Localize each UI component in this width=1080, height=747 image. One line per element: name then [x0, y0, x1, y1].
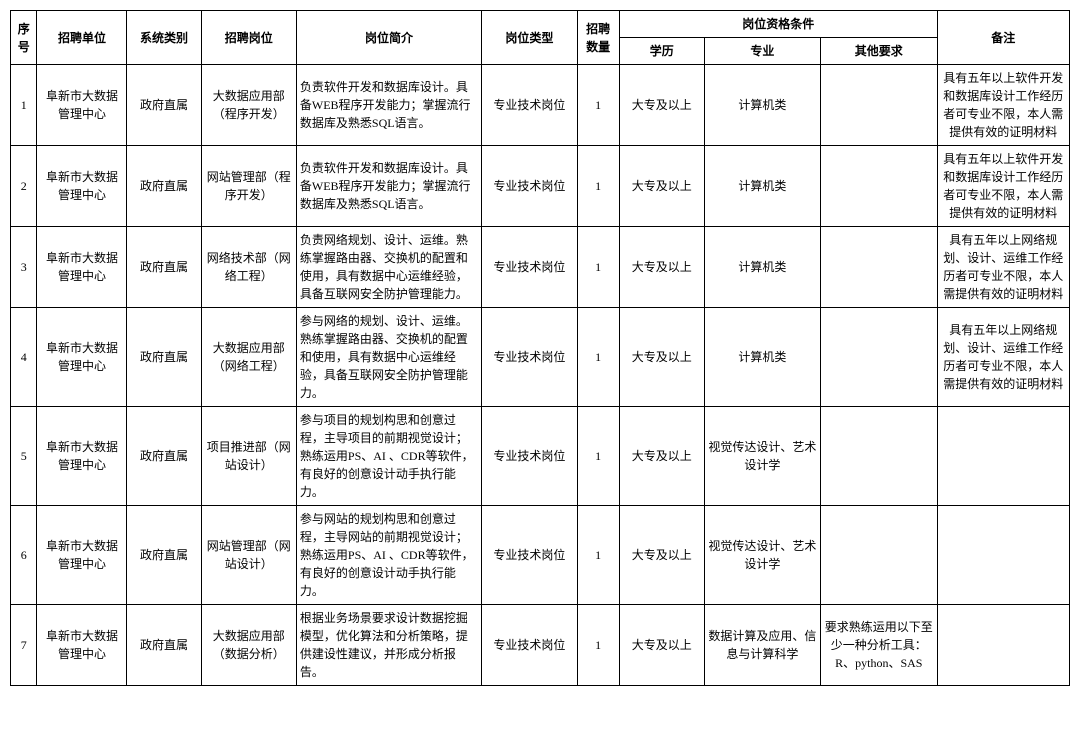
cell-other — [821, 227, 937, 308]
cell-desc: 参与网络的规划、设计、运维。熟练掌握路由器、交换机的配置和使用，具有数据中心运维… — [296, 308, 481, 407]
cell-education: 大专及以上 — [619, 308, 704, 407]
table-row: 7阜新市大数据管理中心政府直属大数据应用部（数据分析）根据业务场景要求设计数据挖… — [11, 605, 1070, 686]
cell-desc: 负责软件开发和数据库设计。具备WEB程序开发能力；掌握流行数据库及熟悉SQL语言… — [296, 146, 481, 227]
cell-other — [821, 146, 937, 227]
cell-desc: 参与网站的规划构思和创意过程，主导网站的前期视觉设计；熟练运用PS、AI 、CD… — [296, 506, 481, 605]
header-number: 招聘数量 — [577, 11, 619, 65]
cell-remark — [937, 407, 1069, 506]
cell-number: 1 — [577, 506, 619, 605]
cell-desc: 参与项目的规划构思和创意过程，主导项目的前期视觉设计；熟练运用PS、AI 、CD… — [296, 407, 481, 506]
cell-remark: 具有五年以上网络规划、设计、运维工作经历者可专业不限，本人需提供有效的证明材料 — [937, 227, 1069, 308]
cell-desc: 根据业务场景要求设计数据挖掘模型，优化算法和分析策略，提供建设性建议，并形成分析… — [296, 605, 481, 686]
header-other: 其他要求 — [821, 38, 937, 65]
cell-major: 计算机类 — [704, 65, 820, 146]
cell-type: 专业技术岗位 — [482, 146, 577, 227]
table-header: 序号 招聘单位 系统类别 招聘岗位 岗位简介 岗位类型 招聘数量 岗位资格条件 … — [11, 11, 1070, 65]
cell-number: 1 — [577, 407, 619, 506]
header-type: 岗位类型 — [482, 11, 577, 65]
cell-number: 1 — [577, 146, 619, 227]
table-row: 3阜新市大数据管理中心政府直属网络技术部（网络工程）负责网络规划、设计、运维。熟… — [11, 227, 1070, 308]
table-row: 1阜新市大数据管理中心政府直属大数据应用部（程序开发）负责软件开发和数据库设计。… — [11, 65, 1070, 146]
cell-education: 大专及以上 — [619, 506, 704, 605]
cell-type: 专业技术岗位 — [482, 605, 577, 686]
header-major: 专业 — [704, 38, 820, 65]
header-seq: 序号 — [11, 11, 37, 65]
cell-number: 1 — [577, 605, 619, 686]
table-row: 2阜新市大数据管理中心政府直属网站管理部（程序开发）负责软件开发和数据库设计。具… — [11, 146, 1070, 227]
cell-unit: 阜新市大数据管理中心 — [37, 407, 127, 506]
cell-other — [821, 65, 937, 146]
cell-remark: 具有五年以上软件开发和数据库设计工作经历者可专业不限，本人需提供有效的证明材料 — [937, 65, 1069, 146]
cell-post: 网站管理部（程序开发） — [201, 146, 296, 227]
header-desc: 岗位简介 — [296, 11, 481, 65]
cell-unit: 阜新市大数据管理中心 — [37, 605, 127, 686]
cell-number: 1 — [577, 227, 619, 308]
cell-major: 计算机类 — [704, 308, 820, 407]
header-qualification-group: 岗位资格条件 — [619, 11, 937, 38]
cell-other — [821, 407, 937, 506]
cell-seq: 1 — [11, 65, 37, 146]
cell-system: 政府直属 — [127, 506, 201, 605]
cell-major: 视觉传达设计、艺术设计学 — [704, 407, 820, 506]
cell-education: 大专及以上 — [619, 146, 704, 227]
cell-post: 大数据应用部（数据分析） — [201, 605, 296, 686]
cell-number: 1 — [577, 65, 619, 146]
cell-unit: 阜新市大数据管理中心 — [37, 227, 127, 308]
cell-major: 数据计算及应用、信息与计算科学 — [704, 605, 820, 686]
cell-system: 政府直属 — [127, 65, 201, 146]
cell-number: 1 — [577, 308, 619, 407]
cell-education: 大专及以上 — [619, 407, 704, 506]
cell-system: 政府直属 — [127, 605, 201, 686]
cell-post: 网站管理部（网站设计） — [201, 506, 296, 605]
cell-post: 网络技术部（网络工程） — [201, 227, 296, 308]
cell-other — [821, 308, 937, 407]
cell-post: 大数据应用部（网络工程） — [201, 308, 296, 407]
cell-type: 专业技术岗位 — [482, 407, 577, 506]
cell-other: 要求熟练运用以下至少一种分析工具：R、python、SAS — [821, 605, 937, 686]
cell-remark — [937, 506, 1069, 605]
cell-education: 大专及以上 — [619, 65, 704, 146]
cell-remark: 具有五年以上网络规划、设计、运维工作经历者可专业不限，本人需提供有效的证明材料 — [937, 308, 1069, 407]
table-row: 5阜新市大数据管理中心政府直属项目推进部（网站设计）参与项目的规划构思和创意过程… — [11, 407, 1070, 506]
cell-post: 项目推进部（网站设计） — [201, 407, 296, 506]
cell-system: 政府直属 — [127, 407, 201, 506]
cell-desc: 负责软件开发和数据库设计。具备WEB程序开发能力；掌握流行数据库及熟悉SQL语言… — [296, 65, 481, 146]
cell-desc: 负责网络规划、设计、运维。熟练掌握路由器、交换机的配置和使用，具有数据中心运维经… — [296, 227, 481, 308]
cell-education: 大专及以上 — [619, 605, 704, 686]
cell-type: 专业技术岗位 — [482, 227, 577, 308]
cell-seq: 7 — [11, 605, 37, 686]
cell-unit: 阜新市大数据管理中心 — [37, 65, 127, 146]
cell-post: 大数据应用部（程序开发） — [201, 65, 296, 146]
cell-major: 计算机类 — [704, 146, 820, 227]
cell-type: 专业技术岗位 — [482, 506, 577, 605]
cell-seq: 6 — [11, 506, 37, 605]
header-remark: 备注 — [937, 11, 1069, 65]
cell-seq: 5 — [11, 407, 37, 506]
table-body: 1阜新市大数据管理中心政府直属大数据应用部（程序开发）负责软件开发和数据库设计。… — [11, 65, 1070, 686]
cell-type: 专业技术岗位 — [482, 65, 577, 146]
table-row: 6阜新市大数据管理中心政府直属网站管理部（网站设计）参与网站的规划构思和创意过程… — [11, 506, 1070, 605]
table-row: 4阜新市大数据管理中心政府直属大数据应用部（网络工程）参与网络的规划、设计、运维… — [11, 308, 1070, 407]
cell-remark — [937, 605, 1069, 686]
cell-major: 计算机类 — [704, 227, 820, 308]
cell-seq: 2 — [11, 146, 37, 227]
cell-unit: 阜新市大数据管理中心 — [37, 506, 127, 605]
cell-system: 政府直属 — [127, 308, 201, 407]
header-unit: 招聘单位 — [37, 11, 127, 65]
cell-seq: 4 — [11, 308, 37, 407]
cell-system: 政府直属 — [127, 227, 201, 308]
cell-remark: 具有五年以上软件开发和数据库设计工作经历者可专业不限，本人需提供有效的证明材料 — [937, 146, 1069, 227]
cell-major: 视觉传达设计、艺术设计学 — [704, 506, 820, 605]
cell-seq: 3 — [11, 227, 37, 308]
cell-other — [821, 506, 937, 605]
cell-education: 大专及以上 — [619, 227, 704, 308]
header-post: 招聘岗位 — [201, 11, 296, 65]
header-system: 系统类别 — [127, 11, 201, 65]
recruitment-table: 序号 招聘单位 系统类别 招聘岗位 岗位简介 岗位类型 招聘数量 岗位资格条件 … — [10, 10, 1070, 686]
cell-system: 政府直属 — [127, 146, 201, 227]
cell-type: 专业技术岗位 — [482, 308, 577, 407]
cell-unit: 阜新市大数据管理中心 — [37, 308, 127, 407]
header-education: 学历 — [619, 38, 704, 65]
cell-unit: 阜新市大数据管理中心 — [37, 146, 127, 227]
